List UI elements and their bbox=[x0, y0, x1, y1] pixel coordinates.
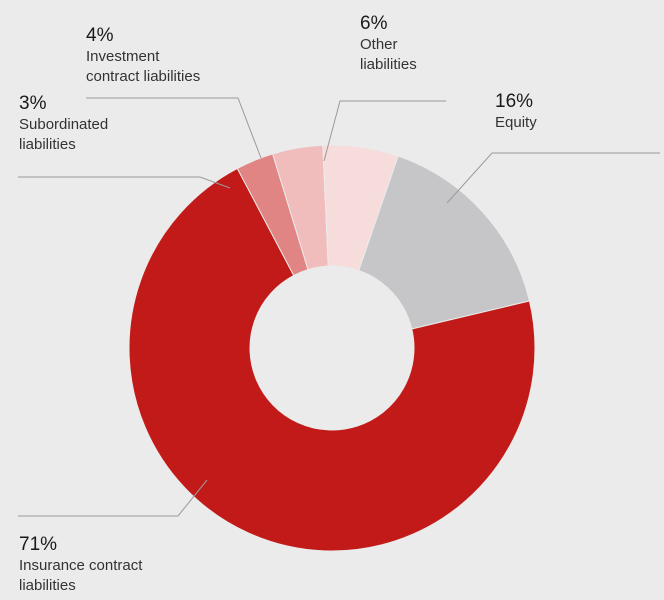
investment-contract-liabilities-percent: 4% bbox=[86, 25, 114, 46]
other-liabilities-name: Other liabilities bbox=[360, 36, 417, 73]
leader-line-insurance-contract-liabilities bbox=[18, 479, 208, 517]
slices-group bbox=[128, 144, 536, 552]
leader-line-investment-contract-liabilities bbox=[86, 97, 262, 159]
label-equity: 16% Equity bbox=[495, 91, 537, 133]
investment-contract-liabilities-name: Investment contract liabilities bbox=[86, 48, 201, 85]
leader-line-other-liabilities bbox=[323, 100, 446, 162]
slice-other-liabilities bbox=[322, 144, 399, 272]
label-other-liabilities: 6% Other liabilities bbox=[360, 13, 417, 75]
leader-line-equity bbox=[446, 152, 660, 204]
subordinated-liabilities-name: Subordinated liabilities bbox=[19, 116, 109, 153]
insurance-contract-liabilities-percent: 71% bbox=[19, 534, 58, 555]
slice-equity bbox=[358, 155, 531, 330]
insurance-contract-liabilities-name: Insurance contract liabilities bbox=[19, 557, 143, 594]
leader-line-subordinated-liabilities bbox=[18, 176, 231, 189]
slice-insurance-contract-liabilities bbox=[128, 167, 536, 552]
label-insurance-contract-liabilities: 71% Insurance contract liabilities bbox=[19, 534, 142, 596]
equity-name: Equity bbox=[495, 114, 537, 131]
label-subordinated-liabilities: 3% Subordinated liabilities bbox=[19, 93, 108, 155]
label-investment-contract-liabilities: 4% Investment contract liabilities bbox=[86, 25, 200, 87]
other-liabilities-percent: 6% bbox=[360, 13, 388, 34]
equity-percent: 16% bbox=[495, 91, 534, 112]
leader-lines-group bbox=[18, 97, 660, 517]
subordinated-liabilities-percent: 3% bbox=[19, 93, 47, 114]
